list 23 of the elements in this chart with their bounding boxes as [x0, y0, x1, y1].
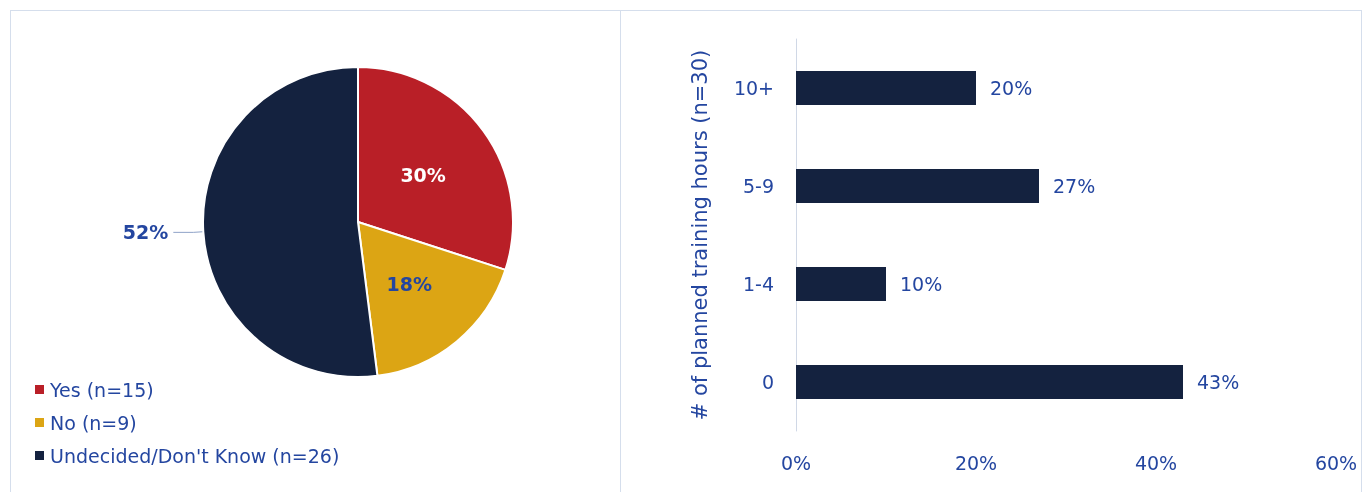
legend-label: Yes (n=15)	[49, 378, 154, 401]
data-label: 27%	[1053, 175, 1096, 197]
y-tick-label: 5-9	[742, 175, 774, 197]
x-tick-label: 20%	[954, 451, 998, 474]
x-tick-label: 40%	[1134, 451, 1178, 474]
data-label: 20%	[990, 77, 1033, 99]
legend-label: No (n=9)	[50, 411, 137, 434]
data-label: 52%	[122, 221, 169, 244]
y-tick-label: 1-4	[742, 273, 774, 295]
y-tick-label: 0	[761, 371, 774, 393]
bar	[796, 169, 1039, 203]
data-label: 10%	[900, 273, 943, 295]
data-label: 43%	[1197, 371, 1240, 393]
x-tick-label: 60%	[1314, 451, 1358, 474]
y-tick-label: 10+	[733, 77, 774, 99]
y-axis-title: # of planned training hours (n=30)	[688, 49, 712, 421]
data-label: 18%	[386, 273, 433, 296]
bar	[796, 365, 1183, 399]
bar	[796, 267, 886, 301]
legend-label: Undecided/Don't Know (n=26)	[50, 444, 340, 467]
data-label: 30%	[400, 163, 446, 186]
x-tick-label: 0%	[780, 451, 812, 474]
bar	[796, 71, 976, 105]
